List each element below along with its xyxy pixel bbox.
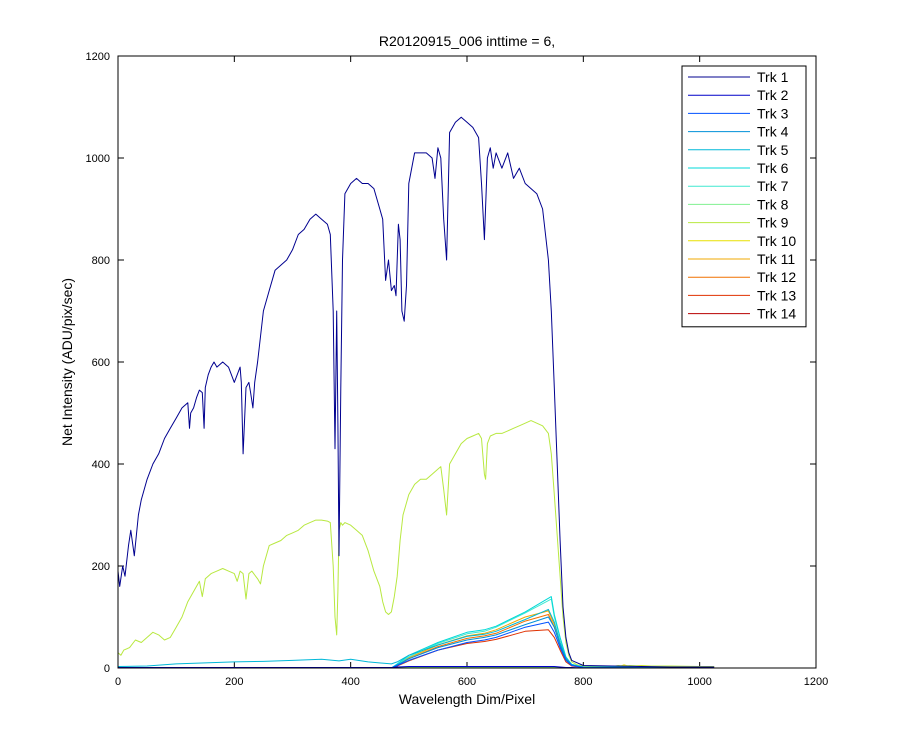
axis-ticks: 0 200 400 600 800 1000 1200 0 200 400 600 800 1000 12… [86,51,829,688]
series-line-trk-9 [117,420,715,667]
legend-label-trk-8: Trk 8 [757,196,789,212]
legend-label-trk-6: Trk 6 [757,160,789,176]
series-line-trk-1 [117,116,715,668]
y-tick-label: 0 [104,663,110,675]
x-axis-label: Wavelength Dim/Pixel [399,691,535,707]
legend-label-trk-9: Trk 9 [757,215,789,231]
legend-label-trk-4: Trk 4 [757,124,789,140]
x-tick-label: 1000 [687,676,711,688]
legend-label-trk-3: Trk 3 [757,105,789,121]
y-tick-label: 800 [92,255,110,267]
legend-label-trk-13: Trk 13 [757,287,796,303]
legend-label-trk-1: Trk 1 [757,69,789,85]
legend-label-trk-14: Trk 14 [757,306,796,322]
x-tick-label: 0 [115,676,121,688]
chart-title: R20120915_006 inttime = 6, [379,33,555,49]
y-axis-label: Net Intensity (ADU/pix/sec) [59,278,75,446]
legend-box [681,65,807,328]
y-tick-label: 1200 [86,51,110,63]
x-tick-label: 600 [458,676,476,688]
y-tick-label: 1000 [86,153,110,165]
x-tick-label: 800 [574,676,592,688]
y-tick-label: 400 [92,459,110,471]
x-tick-label: 400 [341,676,359,688]
plot-frame [117,55,817,669]
legend-label-trk-2: Trk 2 [757,87,789,103]
legend-label-trk-12: Trk 12 [757,269,796,285]
series-line-trk-5 [117,608,715,669]
legend-label-trk-11: Trk 11 [757,251,795,267]
x-tick-label: 1200 [804,676,828,688]
legend-label-trk-5: Trk 5 [757,142,789,158]
legend-label-trk-10: Trk 10 [757,233,796,249]
y-tick-label: 600 [92,357,110,369]
legend: Trk 1 Trk 2 Trk 3 Trk 4 Trk 5 Trk 6 Trk 7 Trk 8… [681,65,807,328]
y-tick-label: 200 [92,561,110,573]
x-tick-label: 200 [225,676,243,688]
legend-label-trk-7: Trk 7 [757,178,789,194]
